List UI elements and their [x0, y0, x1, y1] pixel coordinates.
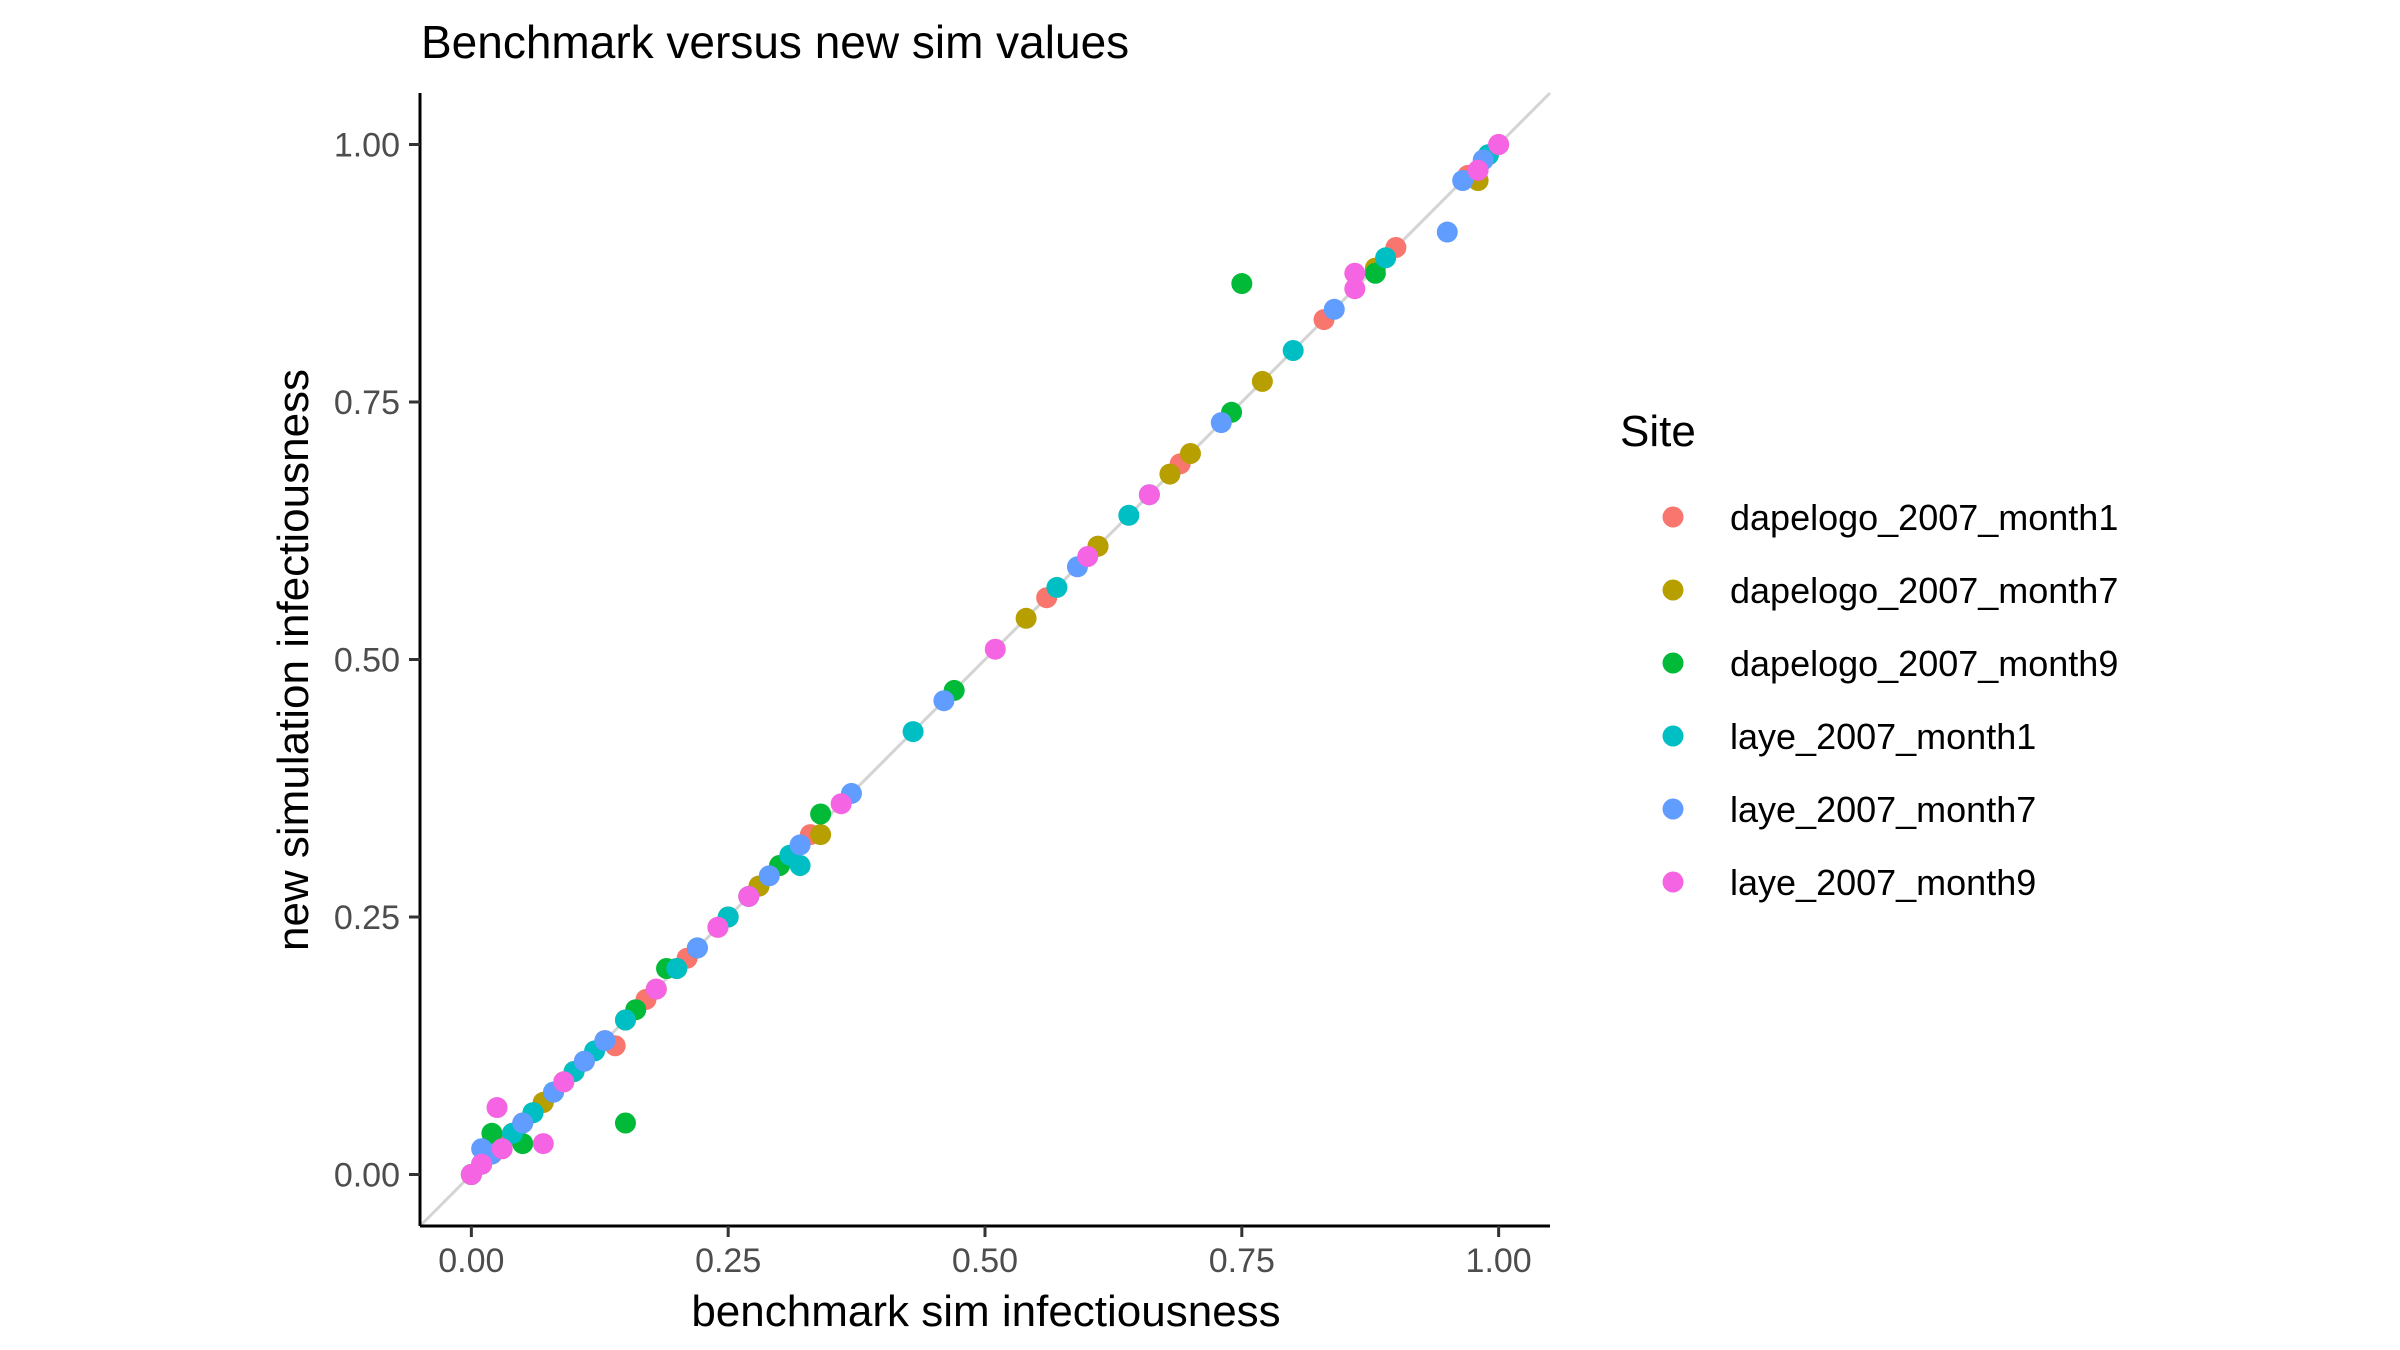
data-point — [902, 721, 924, 743]
data-point — [1118, 504, 1140, 526]
legend-title: Site — [1620, 407, 1696, 456]
data-point — [707, 916, 729, 938]
data-point — [984, 638, 1006, 660]
legend-key — [1662, 506, 1684, 528]
data-point — [1323, 298, 1345, 320]
data-point — [1452, 170, 1474, 192]
data-point — [830, 793, 852, 815]
y-tick-label: 0.50 — [334, 642, 400, 680]
legend-key — [1662, 725, 1684, 747]
legend-label: dapelogo_2007_month7 — [1730, 570, 2118, 611]
series-dapelogo_2007_month7 — [460, 170, 1489, 1185]
data-point — [1364, 262, 1386, 284]
data-point — [738, 885, 760, 907]
data-point — [1251, 370, 1273, 392]
data-point — [645, 978, 667, 1000]
data-point — [1436, 221, 1458, 243]
data-point — [1231, 273, 1253, 295]
legend-label: dapelogo_2007_month9 — [1730, 643, 2118, 684]
data-point — [512, 1112, 534, 1134]
points-layer — [460, 134, 1510, 1185]
legend-key — [1662, 579, 1684, 601]
data-point — [686, 937, 708, 959]
data-point — [1077, 546, 1099, 567]
legend-key — [1662, 798, 1684, 820]
data-point — [486, 1097, 508, 1119]
legend-item: dapelogo_2007_month1 — [1662, 497, 2118, 538]
x-axis-label: benchmark sim infectiousness — [691, 1287, 1280, 1336]
legend-item: laye_2007_month1 — [1662, 716, 2036, 757]
y-tick-label: 0.00 — [334, 1157, 400, 1195]
data-point — [471, 1153, 493, 1175]
y-axis-label: new simulation infectiousness — [269, 369, 318, 951]
series-laye_2007_month9 — [460, 134, 1510, 1185]
legend-item: dapelogo_2007_month7 — [1662, 570, 2118, 611]
legend-item: laye_2007_month7 — [1662, 789, 2036, 830]
data-point — [1344, 262, 1366, 284]
data-point — [1344, 278, 1366, 300]
y-ticks: 0.00 0.25 0.50 0.75 1.00 — [334, 127, 420, 1195]
y-tick-label: 0.75 — [334, 384, 400, 422]
data-point — [758, 865, 780, 887]
legend-label: laye_2007_month1 — [1730, 716, 2036, 757]
legend-item: dapelogo_2007_month9 — [1662, 643, 2118, 684]
data-point — [1159, 463, 1181, 485]
data-point — [1375, 247, 1397, 269]
x-tick-label: 0.50 — [952, 1242, 1018, 1280]
data-point — [1015, 607, 1037, 629]
legend-item: laye_2007_month9 — [1662, 862, 2036, 903]
data-point — [1046, 576, 1068, 598]
data-point — [666, 958, 688, 979]
x-tick-label: 0.00 — [438, 1242, 504, 1280]
x-tick-label: 0.25 — [695, 1242, 761, 1280]
legend: Site dapelogo_2007_month1dapelogo_2007_m… — [1620, 407, 2118, 903]
data-point — [491, 1138, 513, 1160]
chart-title: Benchmark versus new sim values — [421, 16, 1129, 68]
data-point — [614, 1112, 636, 1134]
data-point — [1179, 443, 1201, 464]
x-ticks: 0.00 0.25 0.50 0.75 1.00 — [438, 1226, 1532, 1280]
legend-key — [1662, 652, 1684, 674]
data-point — [810, 824, 832, 846]
data-point — [789, 834, 811, 856]
data-point — [594, 1030, 616, 1052]
data-point — [1138, 484, 1160, 506]
legend-items: dapelogo_2007_month1 dapelogo_2007_month7… — [1662, 497, 2118, 903]
legend-label: laye_2007_month7 — [1730, 789, 2036, 830]
data-point — [614, 1009, 636, 1031]
data-point — [1282, 340, 1304, 361]
legend-label: laye_2007_month9 — [1730, 862, 2036, 903]
legend-label: dapelogo_2007_month1 — [1730, 497, 2118, 538]
data-point — [1488, 134, 1510, 155]
y-tick-label: 1.00 — [334, 127, 400, 165]
data-point — [573, 1050, 595, 1072]
data-point — [553, 1071, 575, 1093]
y-tick-label: 0.25 — [334, 899, 400, 937]
data-point — [789, 855, 811, 876]
data-point — [933, 690, 955, 712]
data-point — [481, 1122, 503, 1144]
legend-key — [1662, 871, 1684, 893]
data-point — [810, 803, 832, 825]
data-point — [1210, 412, 1232, 434]
x-tick-label: 1.00 — [1466, 1242, 1532, 1280]
data-point — [532, 1133, 554, 1155]
x-tick-label: 0.75 — [1209, 1242, 1275, 1280]
data-point — [1467, 159, 1489, 181]
